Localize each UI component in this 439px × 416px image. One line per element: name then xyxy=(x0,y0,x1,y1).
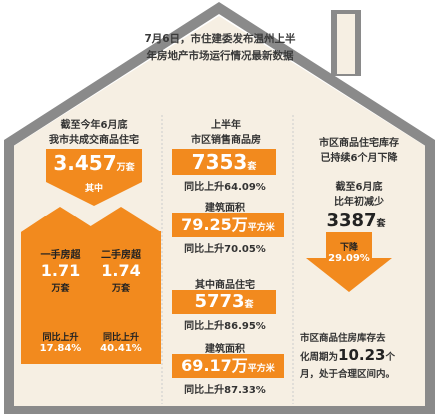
second-hand-unit: 万套 xyxy=(111,284,130,294)
area-unit: 平方米 xyxy=(247,223,275,233)
headline-line2: 年房地产市场运行情况最新数据 xyxy=(146,50,294,62)
first-hand-label: 一手房超 xyxy=(40,250,81,261)
left-title: 截至今年6月底 我市共成交商品住宅 xyxy=(34,118,154,148)
area-growth: 同比上升70.05% xyxy=(184,244,266,255)
first-hand-value: 1.71 xyxy=(40,261,81,280)
headline: 7月6日，市住建委发布温州上半 年房地产市场运行情况最新数据 xyxy=(130,31,310,65)
second-hand-growth-value: 40.41% xyxy=(100,343,142,354)
right-title-line2: 已持续6个月下降 xyxy=(320,153,398,164)
area: 79.25万平方米 xyxy=(172,213,284,240)
cycle-post: 个 xyxy=(385,352,395,363)
second-hand-label: 二手房超 xyxy=(101,250,141,261)
second-hand-growth: 同比上升 40.41% xyxy=(81,330,161,354)
down-block: 下降 29.09% xyxy=(316,240,382,264)
area-label: 建筑面积 xyxy=(205,203,245,214)
housing-growth: 同比上升86.95% xyxy=(184,321,266,332)
housing-value: 5773 xyxy=(194,291,245,312)
housing-area-unit: 平方米 xyxy=(247,364,275,374)
left-split-label: 其中 xyxy=(84,184,103,194)
housing-unit: 套 xyxy=(244,300,254,310)
right-title: 市区商品住宅库存 已持续6个月下降 xyxy=(296,136,422,166)
down-label: 下降 xyxy=(339,243,358,253)
housing: 5773套 xyxy=(172,290,276,317)
first-hand-growth-label: 同比上升 xyxy=(42,333,79,343)
right-sub-line1: 截至6月底 xyxy=(335,182,383,193)
sales-units-growth: 同比上升64.09% xyxy=(184,182,266,193)
housing-area-value: 69.17万 xyxy=(181,356,248,375)
first-hand-growth: 同比上升 17.84% xyxy=(21,330,100,354)
cycle-line3: 月，处于合理区间内。 xyxy=(300,369,396,380)
right-subtitle: 截至6月底 比年初减少 xyxy=(296,180,422,210)
down-value: 29.09% xyxy=(328,253,370,264)
middle-title-line1: 上半年 xyxy=(211,120,241,131)
right-title-line1: 市区商品住宅库存 xyxy=(319,138,399,149)
left-title-line2: 我市共成交商品住宅 xyxy=(49,135,139,146)
cycle-text: 市区商品住房库存去 化周期为10.23个 月，处于合理区间内。 xyxy=(300,330,422,383)
sales-units-value: 7353 xyxy=(191,150,248,174)
first-hand-unit: 万套 xyxy=(51,284,70,294)
housing-area: 69.17万平方米 xyxy=(172,354,284,381)
reduce: 3387套 xyxy=(296,210,416,231)
cycle-value: 10.23 xyxy=(338,346,386,364)
headline-line1: 7月6日，市住建委发布温州上半 xyxy=(144,33,296,45)
left-total: 3.457万套 xyxy=(46,150,142,181)
left-total-value: 3.457 xyxy=(53,151,117,175)
area-value: 79.25万 xyxy=(181,215,248,234)
sales-units-unit: 套 xyxy=(247,162,257,172)
housing-label: 其中商品住宅 xyxy=(195,280,255,291)
second-hand-growth-label: 同比上升 xyxy=(102,333,139,343)
reduce-value: 3387 xyxy=(326,210,377,231)
second-hand-block: 二手房超 1.74 万套 xyxy=(81,246,161,294)
second-hand-value: 1.74 xyxy=(101,261,141,280)
middle-title: 上半年 市区销售商品房 xyxy=(166,118,286,148)
middle-title-line2: 市区销售商品房 xyxy=(191,135,261,146)
left-total-unit: 万套 xyxy=(116,163,135,173)
housing-area-growth: 同比上升87.33% xyxy=(184,385,266,396)
reduce-unit: 套 xyxy=(376,219,386,229)
first-hand-block: 一手房超 1.71 万套 xyxy=(21,246,100,294)
sales-units: 7353套 xyxy=(172,149,276,180)
left-title-line1: 截至今年6月底 xyxy=(60,120,128,131)
right-sub-line2: 比年初减少 xyxy=(334,197,384,208)
cycle-line2: 化周期为10.23个 xyxy=(300,347,422,366)
housing-area-label: 建筑面积 xyxy=(205,344,245,355)
first-hand-growth-value: 17.84% xyxy=(39,343,82,354)
cycle-line1: 市区商品住房库存去 xyxy=(300,333,386,344)
cycle-pre: 化周期为 xyxy=(300,352,339,363)
